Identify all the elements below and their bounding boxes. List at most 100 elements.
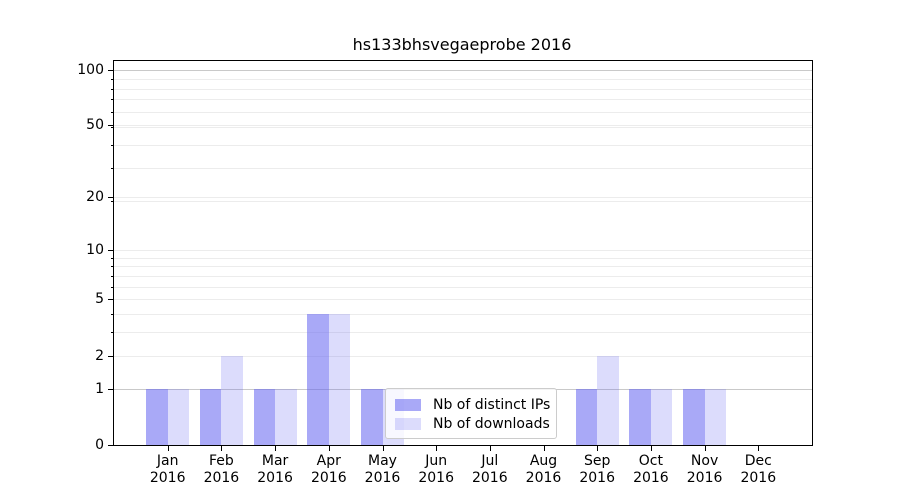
x-tick-label-month-apr: Apr — [316, 453, 341, 469]
gridline-major — [114, 69, 812, 71]
y-minor-tick-89 — [111, 79, 114, 80]
x-tick-label-year-aug: 2016 — [525, 470, 562, 486]
bar-distinct-ips-apr — [307, 314, 329, 445]
gridline-minor — [114, 79, 812, 80]
x-tick-jun — [436, 445, 438, 451]
x-tick-label-mar: Mar 2016 — [230, 453, 320, 487]
gridline-minor — [114, 275, 812, 277]
y-minor-tick-3 — [111, 332, 114, 334]
y-tick-5 — [108, 299, 114, 301]
y-minor-tick-4 — [111, 314, 114, 316]
bar-downloads-jan — [167, 388, 190, 445]
bar-downloads-sep — [597, 355, 619, 445]
x-tick-label-feb: Feb 2016 — [176, 453, 266, 487]
x-tick-feb — [221, 445, 223, 451]
y-tick-label-10: 10 — [86, 241, 104, 258]
bar-distinct-ips-mar — [253, 388, 276, 445]
legend-item-downloads: Nb of downloads — [395, 414, 556, 433]
x-tick-label-month-feb: Feb — [208, 453, 234, 469]
gridline-major — [114, 249, 812, 251]
gridline-minor — [114, 257, 812, 259]
gridline-major — [114, 125, 812, 127]
x-tick-label-year-jan: 2016 — [149, 470, 186, 486]
y-tick-label-20: 20 — [86, 189, 104, 206]
bar-downloads-oct — [650, 388, 673, 445]
x-tick-dec — [758, 445, 760, 451]
x-tick-label-month-may: May — [368, 453, 397, 469]
x-tick-label-year-apr: 2016 — [310, 470, 347, 486]
x-tick-label-oct: Oct 2016 — [606, 453, 696, 487]
bar-downloads-nov — [704, 388, 727, 445]
x-tick-apr — [328, 445, 330, 451]
x-tick-label-year-may: 2016 — [364, 470, 401, 486]
gridline-major — [114, 197, 812, 199]
gridline-minor — [114, 168, 812, 170]
x-tick-label-month-aug: Aug — [529, 453, 558, 469]
x-tick-label-jun: Jun 2016 — [391, 453, 481, 487]
bar-downloads-mar — [275, 388, 297, 445]
legend-swatch-downloads-icon — [395, 417, 421, 430]
x-tick-label-aug: Aug 2016 — [499, 453, 589, 487]
x-tick-label-month-nov: Nov — [690, 453, 719, 469]
x-tick-oct — [650, 445, 652, 451]
y-minor-tick-49 — [111, 126, 114, 128]
x-tick-label-apr: Apr 2016 — [284, 453, 374, 487]
gridline-minor — [114, 201, 812, 203]
x-tick-sep — [597, 445, 599, 451]
y-tick-0 — [108, 445, 114, 446]
x-tick-label-jul: Jul 2016 — [445, 453, 535, 487]
legend-swatch-distinct-ips-icon — [395, 398, 421, 411]
bar-distinct-ips-oct — [629, 388, 651, 445]
gridline-minor — [114, 286, 812, 288]
legend: Nb of distinct IPs Nb of downloads — [385, 388, 557, 439]
bar-distinct-ips-may — [361, 388, 383, 445]
bar-downloads-apr — [328, 314, 351, 445]
x-tick-label-dec: Dec 2016 — [713, 453, 803, 487]
y-minor-tick-7 — [111, 275, 114, 277]
bar-downloads-feb — [221, 355, 243, 445]
x-tick-label-month-jun: Jun — [425, 453, 448, 469]
y-minor-tick-29 — [111, 168, 114, 170]
bar-distinct-ips-jan — [146, 388, 168, 445]
x-tick-jan — [167, 445, 169, 451]
y-tick-100 — [108, 69, 114, 71]
y-minor-tick-69 — [111, 99, 114, 101]
gridline-minor — [114, 126, 812, 128]
axes-layer: 0 1 2 5 10 20 50 100 Jan 2016 Feb 2016 Mar 2016 Apr 201… — [77, 61, 812, 486]
x-tick-aug — [543, 445, 545, 451]
x-tick-label-month-oct: Oct — [638, 453, 663, 469]
x-tick-label-year-dec: 2016 — [740, 470, 777, 486]
x-tick-label-may: May 2016 — [338, 453, 428, 487]
y-tick-50 — [108, 125, 114, 127]
bar-distinct-ips-nov — [683, 388, 705, 445]
y-tick-20 — [108, 197, 114, 199]
x-tick-label-year-sep: 2016 — [579, 470, 615, 486]
x-tick-nov — [704, 445, 706, 451]
y-minor-tick-39 — [111, 144, 114, 146]
gridline-major — [114, 299, 812, 301]
bar-distinct-ips-sep — [575, 388, 598, 445]
y-minor-tick-79 — [111, 88, 114, 90]
y-tick-label-50: 50 — [86, 117, 104, 134]
legend-label-distinct-ips: Nb of distinct IPs — [433, 396, 551, 413]
x-tick-label-year-mar: 2016 — [257, 470, 293, 486]
y-minor-tick-8 — [111, 266, 114, 268]
gridline-minor — [114, 266, 812, 268]
x-tick-label-year-oct: 2016 — [633, 470, 669, 486]
x-tick-label-month-sep: Sep — [583, 453, 611, 469]
y-minor-tick-19 — [111, 201, 114, 203]
x-tick-label-month-jan: Jan — [156, 453, 179, 469]
x-tick-label-month-jul: Jul — [481, 453, 499, 469]
chart-title: hs133bhsvegaeprobe 2016 — [352, 35, 572, 54]
y-tick-label-5: 5 — [95, 291, 104, 308]
y-tick-2 — [108, 355, 114, 357]
y-minor-tick-59 — [111, 112, 114, 113]
gridline-major — [114, 355, 812, 357]
gridline-minor — [114, 88, 812, 90]
x-tick-jul — [489, 445, 491, 451]
legend-label-downloads: Nb of downloads — [433, 415, 550, 432]
y-minor-tick-9 — [111, 257, 114, 259]
gridline-minor — [114, 99, 812, 101]
y-minor-tick-6 — [111, 286, 114, 288]
